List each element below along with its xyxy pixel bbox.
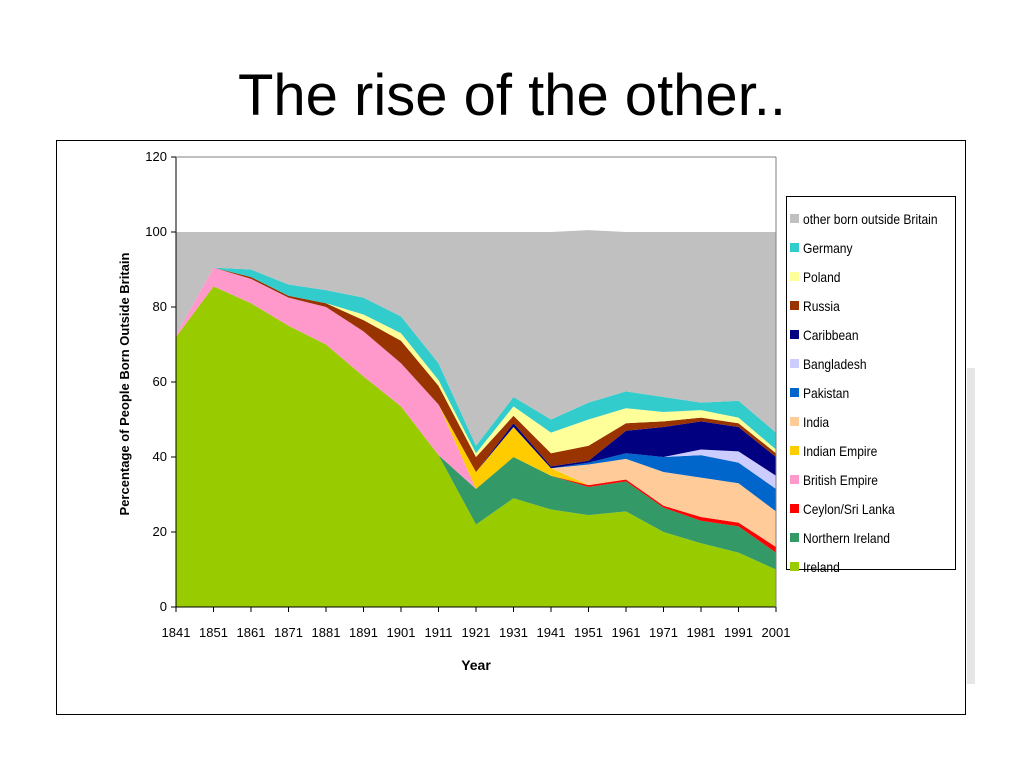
- legend-item-northern-ireland: Northern Ireland: [787, 523, 955, 552]
- series-area-germany: [176, 267, 776, 454]
- series-area-british-empire: [176, 267, 776, 547]
- x-tick-label: 1951: [574, 625, 603, 640]
- x-tick-label: 1871: [274, 625, 303, 640]
- legend-swatch: [790, 533, 799, 542]
- y-tick-label: 40: [153, 449, 167, 464]
- legend-item-germany: Germany: [787, 233, 955, 262]
- y-tick-label: 60: [153, 374, 167, 389]
- x-tick-label: 1911: [425, 625, 453, 640]
- legend-item-ireland: Ireland: [787, 552, 955, 581]
- y-axis-title: Percentage of People Born Outside Britai…: [117, 252, 132, 515]
- x-tick-label: 1851: [199, 625, 228, 640]
- x-tick-label: 1961: [612, 625, 641, 640]
- legend-label: Caribbean: [803, 326, 859, 343]
- y-tick-label: 0: [160, 599, 167, 614]
- stacked-area-chart: 0 20 40 60 80 100 120 1841 1851 1861 1871 1881 1891 1…: [117, 149, 791, 673]
- legend-label: Ireland: [803, 558, 840, 575]
- series-area-ireland: [176, 286, 776, 607]
- legend-label: Indian Empire: [803, 442, 878, 459]
- legend-item-caribbean: Caribbean: [787, 320, 955, 349]
- legend-item-poland: Poland: [787, 262, 955, 291]
- legend-swatch: [790, 330, 799, 339]
- chart-legend: other born outside Britain Germany Poland R…: [786, 196, 956, 575]
- y-tick-label: 100: [145, 224, 167, 239]
- series-area-india: [176, 267, 776, 547]
- series-area-poland: [176, 267, 776, 457]
- x-tick-label: 1841: [162, 625, 191, 640]
- legend-label: Russia: [803, 297, 840, 314]
- legend-label: Poland: [803, 268, 841, 285]
- x-tick-label: 1901: [387, 625, 416, 640]
- series-area-northern-ireland: [176, 286, 776, 570]
- legend-label: Pakistan: [803, 384, 850, 401]
- legend-label: Bangladesh: [803, 355, 867, 372]
- x-tick-label: 1991: [724, 625, 753, 640]
- x-tick-label: 1941: [537, 625, 566, 640]
- series-area-other-born-outside-britain: [176, 230, 776, 446]
- legend-swatch: [790, 417, 799, 426]
- legend-label: India: [803, 413, 830, 430]
- legend-item-other-born-outside-britain: other born outside Britain: [787, 204, 955, 233]
- legend-label: Germany: [803, 239, 853, 256]
- x-tick-label: 1981: [687, 625, 716, 640]
- legend-item-british-empire: British Empire: [787, 465, 955, 494]
- legend-swatch: [790, 446, 799, 455]
- legend-label: British Empire: [803, 471, 878, 488]
- legend-swatch: [790, 388, 799, 397]
- x-tick-label: 1931: [499, 625, 528, 640]
- slide-title: The rise of the other..: [237, 63, 787, 128]
- x-tick-label: 2001: [762, 625, 791, 640]
- x-tick-label: 1861: [237, 625, 266, 640]
- legend-swatch: [790, 214, 799, 223]
- edge-decoration: [967, 368, 975, 684]
- legend-swatch: [790, 272, 799, 281]
- x-tick-label: 1891: [349, 625, 378, 640]
- x-tick-label: 1971: [649, 625, 678, 640]
- legend-label: Ceylon/Sri Lanka: [803, 500, 895, 517]
- legend-item-bangladesh: Bangladesh: [787, 349, 955, 378]
- legend-swatch: [790, 504, 799, 513]
- x-axis-title: Year: [461, 657, 491, 673]
- legend-item-ceylon-sri-lanka: Ceylon/Sri Lanka: [787, 494, 955, 523]
- legend-label: Northern Ireland: [803, 529, 891, 546]
- x-tick-label: 1881: [312, 625, 341, 640]
- legend-item-pakistan: Pakistan: [787, 378, 955, 407]
- legend-item-indian-empire: Indian Empire: [787, 436, 955, 465]
- legend-swatch: [790, 301, 799, 310]
- legend-swatch: [790, 359, 799, 368]
- legend-item-india: India: [787, 407, 955, 436]
- y-tick-label: 120: [145, 149, 167, 164]
- legend-swatch: [790, 562, 799, 571]
- y-tick-label: 80: [153, 299, 167, 314]
- legend-swatch: [790, 475, 799, 484]
- y-tick-label: 20: [153, 524, 167, 539]
- x-tick-label: 1921: [462, 625, 491, 640]
- legend-label: other born outside Britain: [803, 210, 938, 227]
- chart-frame: 0 20 40 60 80 100 120 1841 1851 1861 1871 1881 1891 1…: [56, 140, 966, 715]
- legend-item-russia: Russia: [787, 291, 955, 320]
- legend-swatch: [790, 243, 799, 252]
